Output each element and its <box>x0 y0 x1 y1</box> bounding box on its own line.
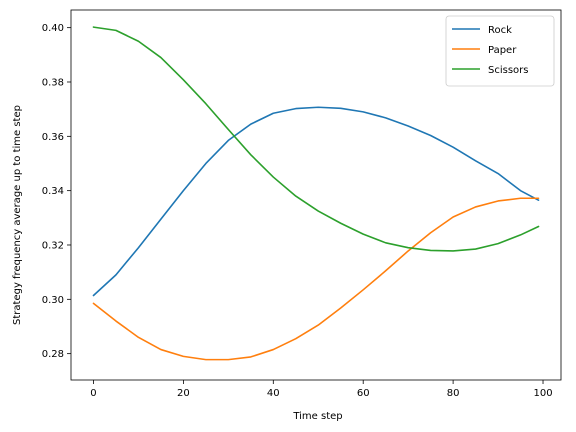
legend-label-scissors: Scissors <box>488 65 528 76</box>
x-tick-label: 20 <box>177 388 190 399</box>
legend-label-paper: Paper <box>488 45 517 56</box>
x-tick-label: 100 <box>533 388 552 399</box>
x-axis-label: Time step <box>292 411 342 422</box>
y-tick-label: 0.40 <box>42 23 64 34</box>
legend-label-rock: Rock <box>488 25 512 36</box>
y-tick-label: 0.36 <box>42 132 64 143</box>
legend: Rock Paper Scissors <box>445 15 555 87</box>
series-line-paper <box>92 197 540 361</box>
axes-layer: 0 20 40 60 80 100 0.28 0.30 0.32 0.34 0.36 0.38 0.40 <box>42 9 562 399</box>
x-tick-label: 60 <box>357 388 370 399</box>
x-tick-label: 80 <box>447 388 460 399</box>
x-tick-label: 40 <box>267 388 280 399</box>
y-tick-label: 0.38 <box>42 77 64 88</box>
y-tick-label: 0.32 <box>42 240 64 251</box>
y-tick-label: 0.30 <box>42 295 64 306</box>
y-tick-label: 0.28 <box>42 349 64 360</box>
series-line-scissors <box>92 26 540 252</box>
x-tick-label: 0 <box>90 388 96 399</box>
y-tick-label: 0.34 <box>42 186 64 197</box>
series-line-rock <box>92 106 540 297</box>
y-axis-label: Strategy frequency average up to time st… <box>12 105 23 325</box>
series-layer <box>92 26 540 361</box>
axes-frame <box>70 9 562 381</box>
